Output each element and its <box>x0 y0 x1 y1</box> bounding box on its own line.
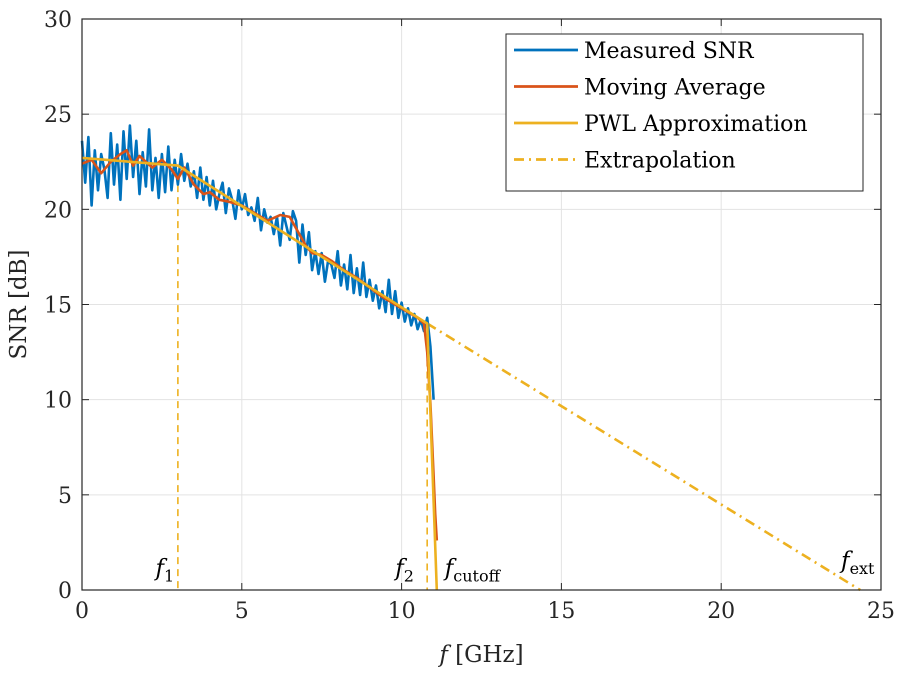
measured-snr-line <box>80 124 435 400</box>
legend-box <box>505 33 864 192</box>
annotation-symbol-1: f <box>393 556 407 582</box>
x-axis-label-symbol: f <box>437 642 451 668</box>
y-tick-label-3: 15 <box>44 294 72 319</box>
annotation-subscript-3: ext <box>850 559 875 578</box>
legend-label-measured-snr: Measured SNR <box>584 39 755 64</box>
extrapolation-line <box>426 322 861 592</box>
y-tick-label-5: 25 <box>44 103 72 128</box>
annotation-symbol-2: f <box>443 556 457 582</box>
legend-label-moving-average: Moving Average <box>584 76 766 101</box>
plot-series <box>80 124 861 592</box>
legend-label-extrapolation: Extrapolation <box>584 149 736 174</box>
x-axis-label-unit: [GHz] <box>448 642 524 668</box>
y-tick-label-1: 5 <box>58 484 72 509</box>
y-tick-label-2: 10 <box>44 389 72 414</box>
annotation-subscript-2: cutoff <box>453 567 501 586</box>
y-axis-label: SNR [dB] <box>6 249 32 359</box>
annotation-f-cutoff: fcutoff <box>443 556 502 586</box>
annotation-subscript-1: 2 <box>404 567 414 586</box>
legend: Measured SNR Moving Average PWL Approximat… <box>505 33 864 192</box>
x-tick-label-3: 15 <box>547 599 575 624</box>
y-tick-label-4: 20 <box>44 198 72 223</box>
legend-label-pwl-approximation: PWL Approximation <box>584 112 808 137</box>
annotation-symbol-0: f <box>154 556 168 582</box>
y-tick-label-6: 30 <box>44 8 72 33</box>
x-axis-label: f [GHz] <box>437 642 523 668</box>
x-tick-label-4: 20 <box>707 599 735 624</box>
y-tick-label-0: 0 <box>58 579 72 604</box>
annotation-subscript-0: 1 <box>164 567 174 586</box>
annotation-f-1: f1 <box>154 556 175 586</box>
annotation-symbol-3: f <box>839 548 853 574</box>
x-tick-label-2: 10 <box>388 599 416 624</box>
x-tick-label-5: 25 <box>867 599 895 624</box>
x-tick-label-1: 5 <box>235 599 249 624</box>
annotation-f-2: f2 <box>393 556 414 586</box>
axis-ticks: 0 5 10 15 20 25 0 5 10 15 20 25 30 <box>44 8 895 624</box>
x-tick-label-0: 0 <box>75 599 89 624</box>
annotation-f-ext: fext <box>839 548 875 578</box>
pwl-approximation-line <box>81 156 439 591</box>
